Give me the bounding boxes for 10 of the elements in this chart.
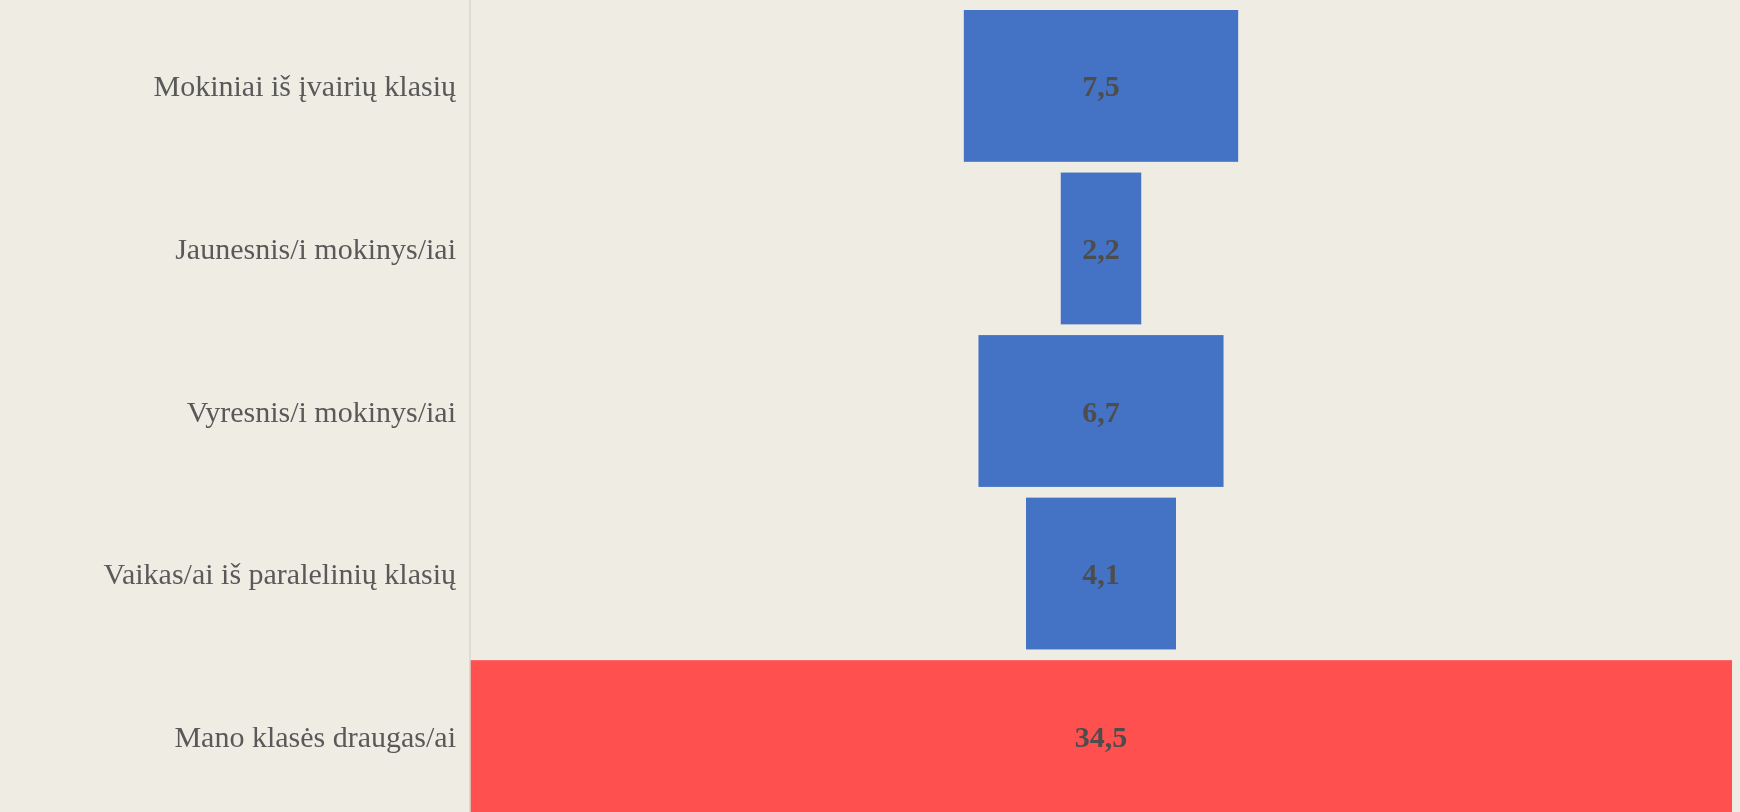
data-label: 7,5 <box>1082 69 1120 103</box>
category-label: Mano klasės draugas/ai <box>174 719 456 753</box>
category-label: Vaikas/ai iš paralelinių klasių <box>103 557 457 591</box>
data-label: 6,7 <box>1082 394 1120 428</box>
category-label: Mokiniai iš įvairių klasių <box>153 69 457 103</box>
category-label: Jaunesnis/i mokinys/iai <box>175 231 456 265</box>
data-label: 2,2 <box>1082 231 1120 265</box>
category-label: Vyresnis/i mokinys/iai <box>186 394 456 428</box>
data-label: 34,5 <box>1074 719 1128 753</box>
data-label: 4,1 <box>1082 557 1120 591</box>
